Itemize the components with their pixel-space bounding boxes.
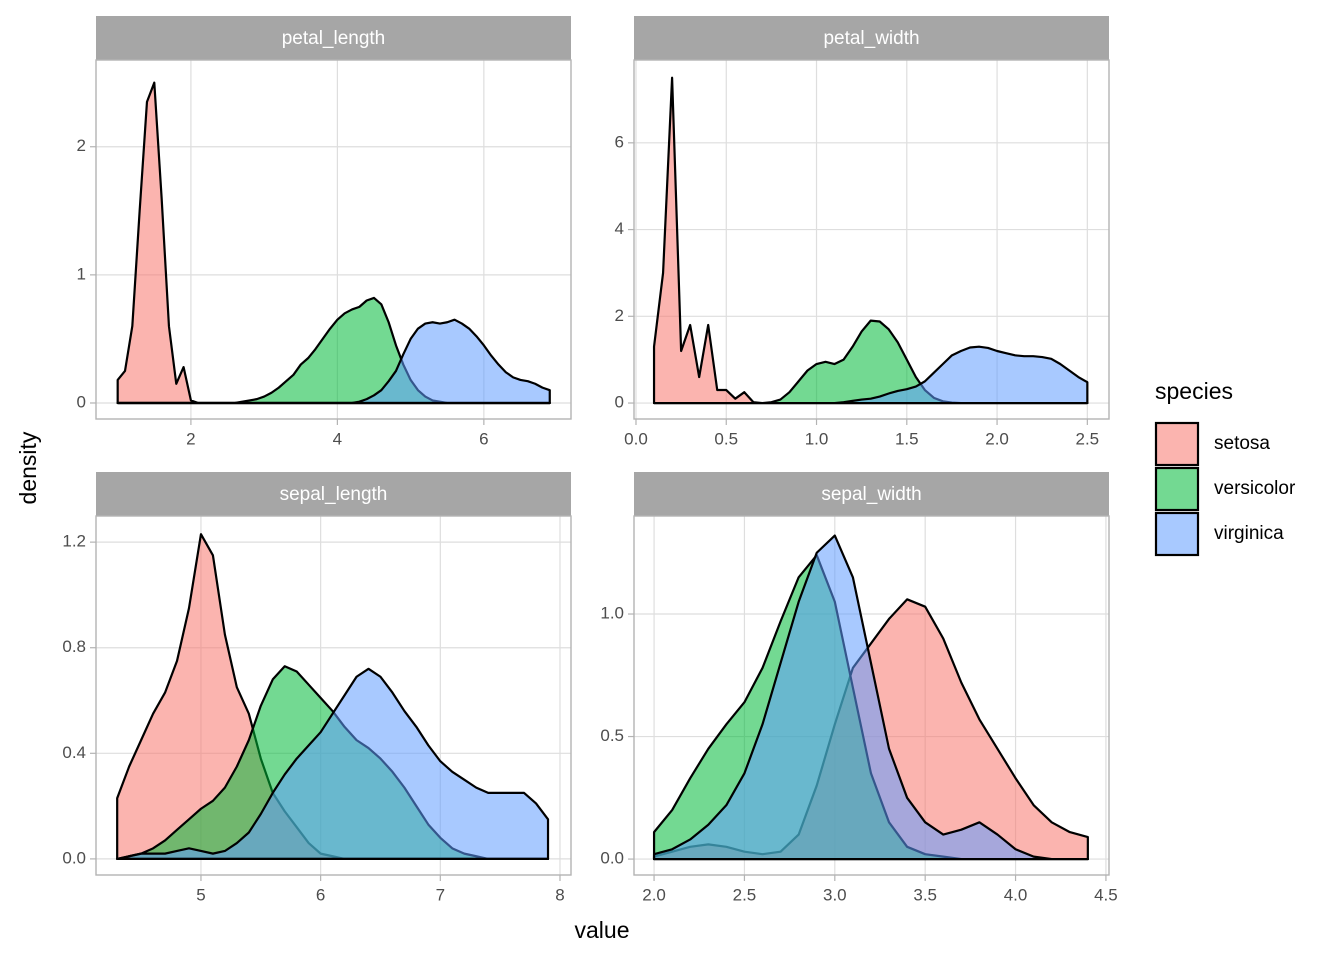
legend-key (1154, 466, 1200, 512)
strip (96, 472, 571, 516)
panel-border (95, 515, 572, 876)
x-tick-label: 2 (186, 429, 195, 448)
density-area (652, 534, 1089, 861)
y-tick-label: 6 (615, 132, 624, 151)
x-tick-label: 3.0 (823, 885, 847, 904)
legend-label: setosa (1214, 433, 1270, 454)
panel-border (633, 515, 1110, 876)
x-axis-title: value (575, 917, 630, 943)
strip-label: sepal_width (821, 484, 921, 505)
y-tick-label: 2 (77, 136, 86, 155)
x-tick-label: 1.5 (895, 429, 919, 448)
y-tick-label: 0 (615, 393, 624, 412)
x-tick-label: 4.0 (1004, 885, 1028, 904)
y-tick-label: 2 (615, 306, 624, 325)
legend-title: species (1155, 378, 1233, 404)
x-tick-label: 4 (333, 429, 342, 448)
x-tick-label: 7 (436, 885, 445, 904)
strip-label: petal_length (282, 28, 386, 49)
strip-label: petal_width (823, 28, 919, 49)
density-area (116, 318, 551, 405)
density-area (116, 667, 550, 860)
x-tick-label: 6 (479, 429, 488, 448)
panel-border (633, 59, 1110, 420)
y-tick-label: 0 (77, 392, 86, 411)
strip (96, 16, 571, 60)
y-tick-label: 0.4 (62, 743, 86, 762)
strip (634, 472, 1109, 516)
panel-border (95, 59, 572, 420)
strip (634, 16, 1109, 60)
x-tick-label: 3.5 (913, 885, 937, 904)
y-tick-label: 0.0 (600, 849, 624, 868)
x-tick-label: 2.5 (733, 885, 757, 904)
y-tick-label: 4 (615, 219, 624, 238)
legend-key (1154, 511, 1200, 557)
y-tick-label: 1.2 (62, 532, 86, 551)
y-tick-label: 0.5 (600, 726, 624, 745)
x-tick-label: 2.0 (642, 885, 666, 904)
x-tick-label: 1.0 (805, 429, 829, 448)
density-area (652, 345, 1089, 405)
x-tick-label: 4.5 (1094, 885, 1118, 904)
strip-label: sepal_length (280, 484, 388, 505)
y-tick-label: 0.8 (62, 637, 86, 656)
x-tick-label: 0.5 (714, 429, 738, 448)
x-tick-label: 2.0 (985, 429, 1009, 448)
x-tick-label: 5 (196, 885, 205, 904)
x-tick-label: 8 (555, 885, 564, 904)
y-tick-label: 1.0 (600, 604, 624, 623)
y-tick-label: 0.0 (62, 848, 86, 867)
x-tick-label: 6 (316, 885, 325, 904)
x-tick-label: 0.0 (624, 429, 648, 448)
y-tick-label: 1 (77, 264, 86, 283)
x-tick-label: 2.5 (1076, 429, 1100, 448)
legend-label: versicolor (1214, 478, 1296, 499)
legend-key (1154, 421, 1200, 467)
legend-label: virginica (1214, 523, 1284, 544)
y-axis-title: density (15, 431, 41, 504)
